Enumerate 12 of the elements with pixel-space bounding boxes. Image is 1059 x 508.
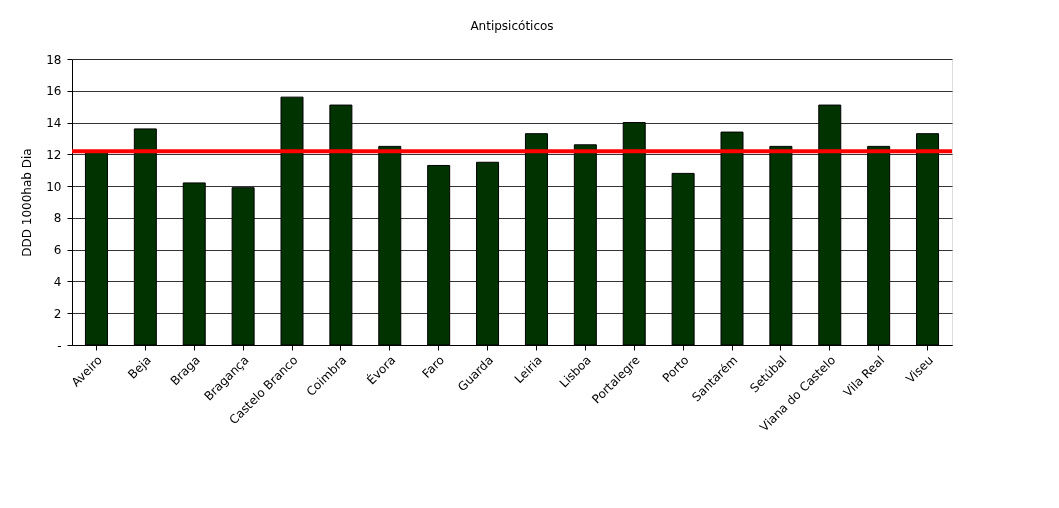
y-tick-label: 8 [53, 211, 62, 226]
y-axis-title: DDD 1000hab Dia [20, 148, 35, 257]
y-tick-label: 10 [46, 179, 62, 194]
y-tick-label: 14 [46, 116, 62, 131]
y-tick-label: 18 [46, 52, 62, 67]
y-tick-label: 16 [46, 84, 62, 99]
chart-title: Antipsicóticos [470, 19, 554, 33]
y-tick-label: 2 [53, 306, 62, 321]
y-tick-label: 12 [46, 147, 62, 162]
y-tick-label: 6 [53, 243, 62, 258]
y-tick-label: - [57, 338, 62, 353]
y-tick-label: 4 [53, 274, 62, 289]
